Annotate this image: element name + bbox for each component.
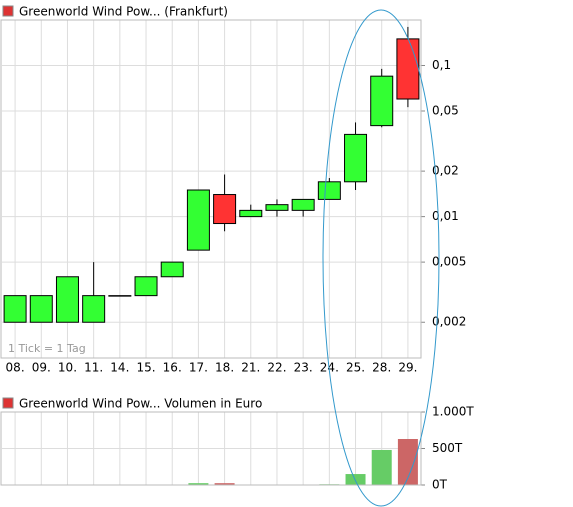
candle-body [160, 261, 184, 278]
x-tick-label: 18. [215, 361, 234, 375]
candle-body [396, 38, 420, 100]
y-tick-label: 0T [432, 478, 448, 492]
candle-body [239, 209, 263, 218]
y-tick-label: 0,1 [432, 58, 451, 72]
candle-body [317, 181, 341, 200]
x-tick-label: 10. [58, 361, 77, 375]
volume-title: Greenworld Wind Pow... Volumen in Euro [19, 397, 262, 411]
y-tick-label: 500T [432, 441, 463, 455]
candle-body [370, 75, 394, 127]
x-tick-label: 23. [294, 361, 313, 375]
candle-body [186, 189, 210, 251]
candle-body [213, 194, 237, 225]
candle-body [3, 295, 27, 323]
candle-body [82, 295, 106, 323]
plot-layer: 0,1 0,05 0,02 0,01 0,005 0,002 08. 09. 10. 11. 14.… [0, 19, 474, 492]
candle-body [134, 276, 158, 297]
x-tick-label: 16. [163, 361, 182, 375]
candle-body [108, 295, 132, 297]
title-icon [2, 397, 14, 409]
y-tick-label: 0,02 [432, 164, 459, 178]
volume-bar [345, 474, 366, 485]
volume-bar [397, 439, 418, 485]
y-tick-label: 0,005 [432, 255, 466, 269]
y-tick-label: 0,01 [432, 209, 459, 223]
candle-body [55, 276, 79, 323]
candle-body [291, 198, 315, 211]
x-tick-label: 14. [110, 361, 129, 375]
x-tick-label: 21. [241, 361, 260, 375]
volume-bar [214, 483, 235, 485]
x-tick-label: 15. [136, 361, 155, 375]
plot-frame [0, 19, 422, 359]
annotation: 1 Tick = 1 Tag [8, 342, 86, 355]
x-tick-label: 08. [6, 361, 25, 375]
x-tick-label: 11. [84, 361, 103, 375]
x-tick-label: 25. [346, 361, 365, 375]
y-tick-label: 1.000T [432, 405, 474, 419]
x-tick-label: 09. [32, 361, 51, 375]
candle-body [344, 133, 368, 183]
x-tick-label: 24. [320, 361, 339, 375]
x-tick-label: 28. [372, 361, 391, 375]
x-tick-label: 17. [189, 361, 208, 375]
y-tick-label: 0,05 [432, 103, 459, 117]
volume-bar [371, 449, 392, 485]
candle-body [265, 204, 289, 211]
title-icon [2, 5, 14, 17]
candle-body [29, 295, 53, 323]
chart-title: Greenworld Wind Pow... (Frankfurt) [19, 5, 228, 19]
volume-bar [188, 483, 209, 485]
y-tick-label: 0,002 [432, 315, 466, 329]
plot-frame [0, 411, 422, 486]
highlight-ellipse [322, 9, 440, 507]
x-tick-label: 22. [267, 361, 286, 375]
x-tick-label: 29. [398, 361, 417, 375]
